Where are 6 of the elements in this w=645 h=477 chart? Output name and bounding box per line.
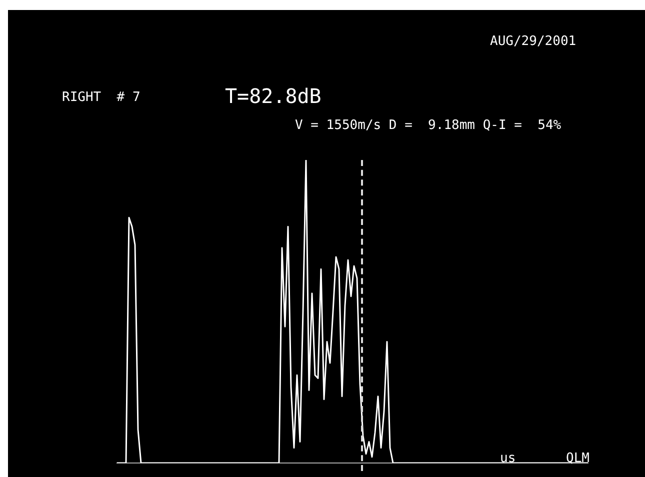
text: T=82.8dB bbox=[225, 84, 322, 108]
annotation: QLM bbox=[566, 451, 590, 466]
text: V = 1550m/s D = 9.18mm Q-I = 54% bbox=[295, 118, 562, 133]
x-axis-title: us bbox=[500, 451, 516, 466]
chart-title: RIGHT # 7 bbox=[62, 90, 140, 105]
text: AUG/29/2001 bbox=[490, 34, 576, 49]
